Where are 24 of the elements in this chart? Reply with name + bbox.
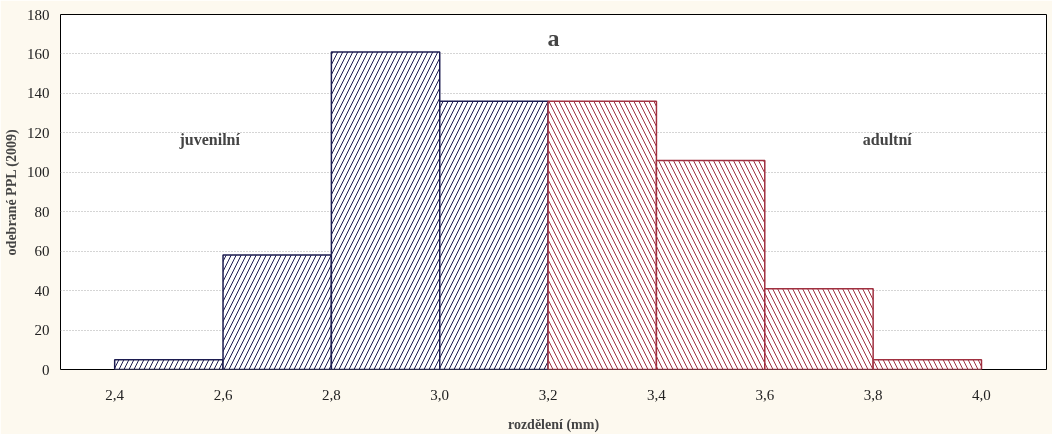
x-tick-label: 3,2 bbox=[538, 386, 558, 403]
x-tick-label: 2,8 bbox=[322, 386, 341, 403]
x-tick-label: 3,0 bbox=[430, 386, 450, 403]
y-tick-label: 40 bbox=[34, 282, 50, 299]
x-tick-label: 3,6 bbox=[755, 386, 775, 403]
x-tick-label: 3,8 bbox=[863, 386, 883, 403]
y-tick-label: 160 bbox=[27, 45, 50, 62]
x-axis-title: rozdělení (mm) bbox=[507, 416, 600, 433]
y-tick-label: 140 bbox=[27, 85, 50, 102]
x-tick-label: 2,6 bbox=[213, 386, 233, 403]
y-tick-label: 80 bbox=[34, 203, 50, 220]
y-tick-label: 20 bbox=[34, 322, 50, 339]
y-axis-title: odebrané PPL (2009) bbox=[4, 129, 20, 256]
y-tick-label: 60 bbox=[34, 243, 50, 260]
y-tick-label: 120 bbox=[27, 124, 50, 141]
text: a bbox=[547, 25, 560, 52]
x-tick-label: 2,4 bbox=[105, 386, 125, 403]
y-tick-label: 0 bbox=[42, 361, 50, 378]
x-tick-label: 3,4 bbox=[647, 386, 667, 403]
annotation: adultní bbox=[862, 131, 913, 148]
y-tick-label: 180 bbox=[27, 6, 50, 23]
x-tick-label: 4,0 bbox=[972, 386, 991, 403]
y-tick-label: 100 bbox=[27, 164, 50, 181]
annotation: juvenilní bbox=[178, 131, 241, 149]
